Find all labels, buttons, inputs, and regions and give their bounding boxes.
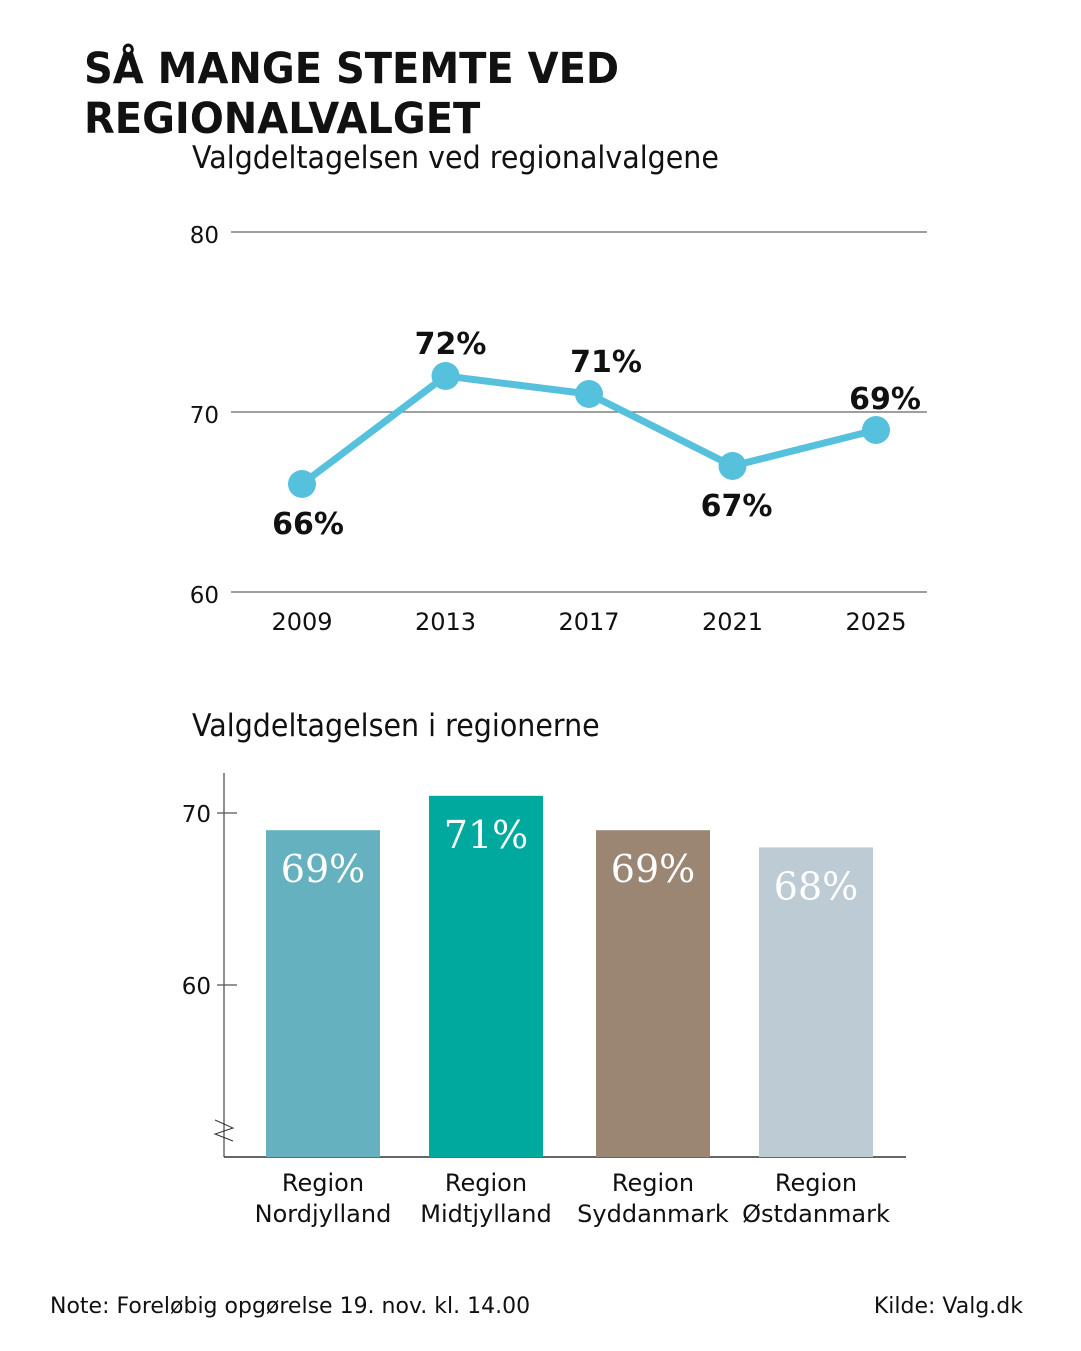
data-point: [575, 380, 603, 408]
bar: [759, 847, 873, 1157]
bar-value-label: 71%: [444, 813, 528, 857]
x-tick-label: 2009: [271, 608, 332, 636]
y-tick-label: 60: [182, 974, 211, 1000]
line-chart-title: Valgdeltagelsen ved regionalvalgene: [192, 140, 719, 176]
category-label: Syddanmark: [577, 1200, 729, 1228]
bar-chart-title: Valgdeltagelsen i regionerne: [192, 708, 600, 744]
category-label: Midtjylland: [420, 1200, 551, 1228]
bar: [429, 795, 543, 1157]
bar: [596, 830, 710, 1157]
data-label: 66%: [272, 507, 344, 542]
data-point: [862, 416, 890, 444]
data-label: 67%: [701, 489, 773, 524]
x-tick-label: 2021: [702, 608, 763, 636]
axis-break-icon: [213, 1119, 235, 1142]
data-point: [431, 362, 460, 390]
category-label: Region: [282, 1169, 364, 1197]
x-tick-label: 2017: [558, 608, 619, 636]
bar-value-label: 69%: [611, 847, 695, 891]
bar-value-label: 69%: [281, 847, 365, 891]
source-credit: Kilde: Valg.dk: [873, 1294, 1023, 1319]
y-tick-label: 80: [190, 223, 219, 249]
y-tick-label: 70: [190, 403, 219, 429]
data-label: 69%: [849, 382, 921, 417]
category-label: Region: [612, 1169, 694, 1197]
x-tick-label: 2013: [415, 608, 476, 636]
footnote: Note: Foreløbig opgørelse 19. nov. kl. 1…: [50, 1294, 531, 1319]
y-tick-label: 60: [190, 583, 219, 609]
bar-value-label: 68%: [774, 864, 858, 908]
category-label: Østdanmark: [742, 1200, 890, 1228]
category-label: Region: [775, 1169, 857, 1197]
data-label: 72%: [415, 327, 487, 362]
bar: [266, 830, 380, 1157]
x-tick-label: 2025: [845, 608, 906, 636]
y-tick-label: 70: [182, 802, 211, 828]
data-point: [288, 470, 316, 498]
data-point: [718, 452, 747, 480]
category-label: Region: [445, 1169, 527, 1197]
category-label: Nordjylland: [255, 1200, 392, 1228]
infographic-title: SÅ MANGE STEMTE VED REGIONALVALGET: [84, 44, 620, 144]
data-label: 71%: [570, 345, 642, 380]
